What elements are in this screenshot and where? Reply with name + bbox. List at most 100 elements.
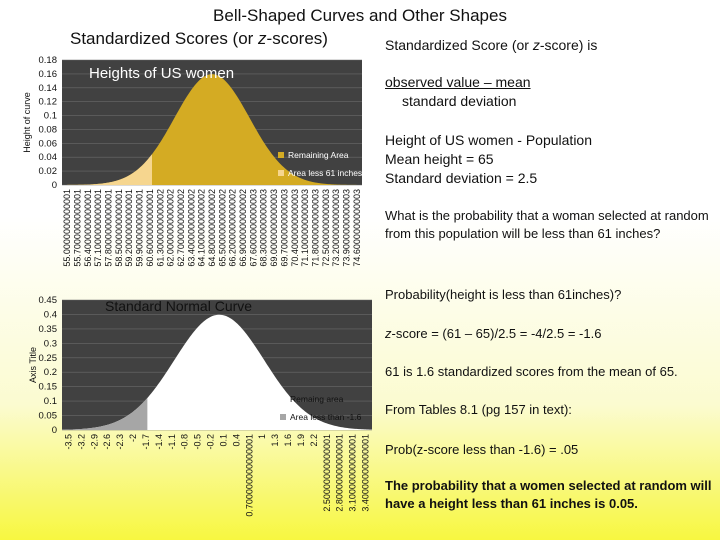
- x-tick-label: 59.2000000000001: [124, 189, 134, 267]
- formula-intro-prefix: Standardized Score (or: [385, 37, 533, 53]
- x-tick-label: -1.7: [141, 434, 151, 450]
- x-tick-label: 69.7000000000003: [279, 189, 289, 267]
- y-axis-title: Axis Title: [28, 347, 38, 383]
- x-tick-label: 73.9000000000003: [341, 189, 351, 267]
- y-tick-label: 0.14: [39, 83, 58, 94]
- legend-swatch: [278, 170, 284, 176]
- x-tick-label: 67.6000000000003: [248, 189, 258, 267]
- x-tick-label: 71.8000000000003: [310, 189, 320, 267]
- x-tick-label: 69.0000000000003: [269, 189, 279, 267]
- formula-intro: Standardized Score (or z-score) is: [385, 36, 597, 55]
- x-tick-label: -1.4: [154, 434, 164, 450]
- y-tick-label: 0.16: [39, 69, 58, 80]
- x-tick-label: -3.5: [63, 434, 73, 450]
- x-tick-label: 1.9: [296, 434, 306, 447]
- standard-normal-chart: 0 0.05 0.1 0.15 0.2 0.25 0.3 0.35 0.4 0.45 -3.5 -3.…: [28, 295, 372, 517]
- y-tick-label: 0.08: [39, 124, 58, 135]
- x-tick-label: 55.7000000000001: [73, 189, 83, 267]
- subtitle-suffix: -scores): [266, 29, 328, 48]
- chart-title: Standard Normal Curve: [105, 298, 252, 314]
- x-tick-label: 57.1000000000001: [93, 189, 103, 267]
- slide-title: Bell-Shaped Curves and Other Shapes: [213, 6, 507, 25]
- y-tick-label: 0.15: [39, 382, 58, 393]
- y-tick-label: 0.05: [39, 411, 58, 422]
- x-tick-label: 68.3000000000003: [259, 189, 269, 267]
- x-tick-label: -2.6: [102, 434, 112, 450]
- x-tick-label: 70.4000000000003: [290, 189, 300, 267]
- x-tick-label: 66.9000000000002: [238, 189, 248, 267]
- x-tick-label: 64.1000000000002: [197, 189, 207, 267]
- x-tick-label: -2.3: [115, 434, 125, 450]
- y-tick-label: 0.1: [44, 111, 57, 122]
- x-tick-label: 56.4000000000001: [83, 189, 93, 267]
- subtitle-var: z: [258, 29, 267, 48]
- x-tick-label: -0.5: [193, 434, 203, 450]
- y-tick-label: 0.25: [39, 353, 58, 364]
- x-tick-label: 58.5000000000001: [114, 189, 124, 267]
- y-tick-label: 0.12: [39, 97, 58, 108]
- remaining-area: [62, 314, 372, 430]
- y-tick-label: 0.45: [39, 295, 58, 306]
- zscore-calculation: z-score = (61 – 65)/2.5 = -4/2.5 = -1.6: [385, 324, 601, 343]
- y-tick-label: 0.06: [39, 138, 58, 149]
- x-tick-label: 64.8000000000002: [207, 189, 217, 267]
- x-tick-label: 0.4: [231, 434, 241, 447]
- shaded-area: [62, 397, 148, 430]
- legend-label: Area less 61 inches: [288, 168, 362, 178]
- y-tick-label: 0.2: [44, 367, 57, 378]
- x-tick-label: 63.4000000000002: [186, 189, 196, 267]
- population-heading: Height of US women - Population: [385, 132, 592, 148]
- subtitle-prefix: Standardized Scores (or: [70, 29, 259, 48]
- shaded-area: [62, 154, 152, 185]
- sd-line: Standard deviation = 2.5: [385, 170, 538, 186]
- x-tick-label: 72.5000000000003: [321, 189, 331, 267]
- y-tick-label: 0.04: [39, 152, 58, 163]
- y-tick-label: 0: [52, 425, 57, 436]
- legend-label: Area less than -1.6: [290, 412, 362, 422]
- formula-intro-var: z: [532, 37, 540, 53]
- x-tick-label: 61.3000000000002: [155, 189, 165, 267]
- zscore-line: -score = (61 – 65)/2.5 = -4/2.5 = -1.6: [391, 326, 602, 341]
- legend-swatch: [278, 152, 284, 158]
- formula-denominator: standard deviation: [402, 93, 517, 109]
- y-tick-label: 0.35: [39, 324, 58, 335]
- x-tick-label: 0.1: [218, 434, 228, 447]
- y-tick-label: 0.1: [44, 396, 57, 407]
- x-tick-label: 74.6000000000003: [352, 189, 362, 267]
- x-tick-label: 2.80000000000001: [335, 434, 345, 512]
- conclusion-text: The probability that a women selected at…: [385, 478, 712, 511]
- x-tick-label: -3.2: [76, 434, 86, 450]
- tables-reference: From Tables 8.1 (pg 157 in text):: [385, 402, 572, 417]
- x-tick-label: 0.700000000000001: [244, 434, 254, 517]
- x-tick-label: 2.50000000000001: [322, 434, 332, 512]
- y-axis-title: Height of curve: [22, 92, 32, 153]
- x-tick-label: 57.8000000000001: [104, 189, 114, 267]
- x-tick-label: 66.2000000000002: [228, 189, 238, 267]
- formula-intro-suffix: -score) is: [539, 37, 598, 53]
- probability-expression: Probability(height is less than 61inches…: [385, 287, 622, 302]
- mean-line: Mean height = 65: [385, 151, 494, 167]
- legend-swatch: [280, 396, 286, 402]
- x-tick-label: 3.10000000000001: [348, 434, 358, 512]
- x-tick-label: 62.7000000000002: [176, 189, 186, 267]
- legend-swatch: [280, 414, 286, 420]
- x-tick-label: 59.9000000000001: [135, 189, 145, 267]
- probability-result: Prob(z-score less than -1.6) = .05: [385, 442, 579, 457]
- slide-subtitle: Standardized Scores (or z-scores): [70, 29, 328, 49]
- x-tick-label: -2: [128, 434, 138, 442]
- y-tick-label: 0: [52, 180, 57, 191]
- x-tick-label: 1.3: [270, 434, 280, 447]
- legend-label: Remaining Area: [288, 150, 349, 160]
- x-tick-label: 1: [257, 434, 267, 439]
- x-tick-label: -1.1: [167, 434, 177, 450]
- zscore-var: z: [385, 326, 392, 341]
- formula-numerator: observed value – mean: [385, 74, 531, 90]
- x-tick-label: -2.9: [89, 434, 99, 450]
- x-tick-label: -0.8: [180, 434, 190, 450]
- x-tick-label: -0.2: [206, 434, 216, 450]
- x-tick-label: 1.6: [283, 434, 293, 447]
- x-tick-label: 60.6000000000001: [145, 189, 155, 267]
- x-tick-label: 65.5000000000002: [217, 189, 227, 267]
- x-tick-label: 62.0000000000002: [166, 189, 176, 267]
- question-text: What is the probability that a woman sel…: [385, 208, 709, 241]
